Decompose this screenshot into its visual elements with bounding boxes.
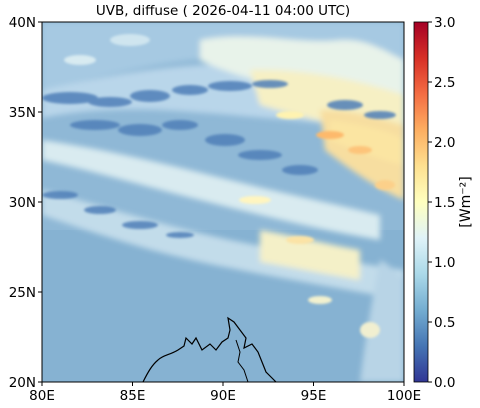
x-tick-label: 95E	[301, 388, 327, 404]
colorbar-ticks: 0.0 0.5 1.0 1.5 2.0 2.5 3.0	[428, 15, 455, 391]
map-plot-area	[42, 22, 404, 382]
bright-speckles	[64, 34, 395, 338]
colorbar	[413, 21, 429, 383]
field-blobs	[42, 22, 404, 382]
colorbar-tick-label: 0.5	[434, 315, 455, 331]
colorbar-label: [Wm⁻²]	[458, 176, 474, 227]
coastline	[142, 316, 277, 382]
colorbar-tick-label: 2.0	[434, 135, 455, 151]
colorbar-tick-label: 1.5	[434, 195, 455, 211]
y-tick-label: 35N	[9, 105, 36, 121]
x-tick-label: 90E	[210, 388, 236, 404]
colorbar-tick-label: 3.0	[434, 15, 455, 31]
colorbar-tick-label: 2.5	[434, 75, 455, 91]
river-delta	[235, 339, 249, 382]
y-axis-ticks: 20N 25N 30N 35N 40N	[9, 15, 42, 391]
colorbar-tick-label: 1.0	[434, 255, 455, 271]
x-axis-ticks: 80E 85E 90E 95E 100E	[29, 382, 421, 404]
y-tick-label: 25N	[9, 285, 36, 301]
x-tick-label: 100E	[387, 388, 421, 404]
x-tick-label: 85E	[120, 388, 146, 404]
y-tick-label: 30N	[9, 195, 36, 211]
map-title: UVB, diffuse ( 2026-04-11 04:00 UTC)	[96, 3, 350, 19]
y-tick-label: 20N	[9, 375, 36, 391]
x-tick-label: 80E	[29, 388, 55, 404]
cloud-streaks	[42, 80, 396, 238]
y-tick-label: 40N	[9, 15, 36, 31]
colorbar-tick-label: 0.0	[434, 375, 455, 391]
